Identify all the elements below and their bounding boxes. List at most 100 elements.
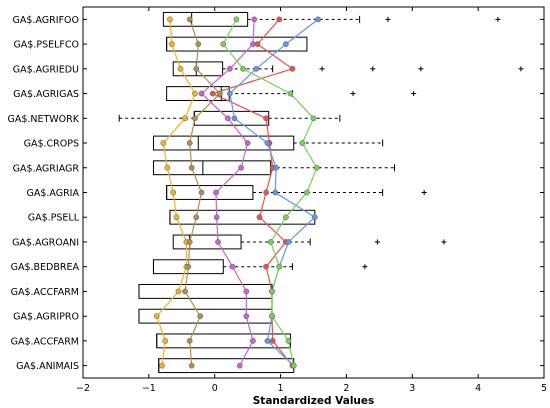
box — [169, 209, 316, 225]
series-point — [198, 90, 205, 97]
series-point — [264, 338, 271, 344]
series-point — [263, 189, 269, 196]
series-point — [253, 65, 260, 72]
series-point — [175, 288, 182, 295]
series-point — [162, 338, 169, 344]
series-point — [229, 263, 236, 270]
series-point — [315, 16, 321, 23]
box — [172, 234, 242, 250]
series-point — [186, 140, 193, 146]
series-point — [285, 338, 292, 344]
series-point — [243, 288, 250, 295]
series-point — [227, 65, 233, 72]
series-point — [167, 16, 173, 23]
series-point — [285, 239, 292, 245]
series-point — [238, 164, 244, 171]
series-point — [192, 90, 198, 97]
series-point — [186, 239, 193, 245]
box — [152, 135, 295, 151]
x-tick-label: 4 — [475, 383, 481, 394]
series-point — [160, 140, 167, 146]
series-point — [267, 239, 274, 245]
series-point — [269, 288, 275, 295]
series-point — [225, 115, 231, 122]
series-point — [182, 115, 188, 122]
box — [138, 284, 273, 299]
series-point — [188, 164, 195, 171]
y-tick-label: GA$.PSELFCO — [13, 40, 79, 51]
series-point — [188, 362, 195, 369]
series-point — [186, 338, 193, 344]
plot-area: −2 −1 0 1 2 3 4 5 GA$.AGRIFOO GA$.PSELFCO GA$.AGRI… — [7, 6, 547, 394]
series-point — [220, 41, 227, 47]
series-point — [193, 214, 200, 221]
series-point — [169, 41, 175, 47]
y-tick-label: GA$.AGRIA — [26, 188, 79, 199]
series-point — [251, 16, 258, 23]
series-point — [185, 263, 192, 270]
box — [172, 61, 224, 77]
y-tick-label: GA$.PSELL — [28, 213, 80, 224]
series-point — [170, 189, 177, 196]
series-point — [198, 189, 205, 196]
x-tick-label: 2 — [343, 383, 349, 394]
y-tick-label: GA$.ANIMAIS — [16, 361, 79, 372]
y-tick-label: GA$.NETWORK — [7, 114, 79, 125]
series-point — [263, 263, 269, 270]
series-point — [263, 115, 269, 122]
y-tick-label: GA$.CROPS — [24, 139, 79, 150]
series-point — [287, 90, 294, 97]
series-point — [231, 115, 238, 122]
series-point — [182, 288, 188, 295]
series-point — [264, 140, 271, 146]
series-point — [272, 189, 279, 196]
box — [166, 185, 254, 200]
x-tick-label: 3 — [409, 383, 415, 394]
series-point — [299, 140, 306, 146]
series-point — [243, 313, 250, 320]
series-point — [269, 313, 275, 320]
series-point — [227, 90, 233, 97]
series-point — [193, 65, 200, 72]
x-tick-label: 5 — [541, 383, 547, 394]
series-point — [282, 41, 289, 47]
y-tick-label: GA$.AGRIPRO — [13, 312, 79, 323]
series-point — [276, 263, 283, 270]
x-tick-label: −2 — [76, 383, 90, 394]
series-point — [289, 65, 296, 72]
series-point — [240, 65, 246, 72]
series-point — [209, 90, 216, 97]
box — [162, 11, 249, 27]
series-point — [236, 362, 243, 369]
series-point — [313, 164, 320, 171]
series-point — [290, 362, 297, 369]
y-tick-label: GA$.AGRIAGR — [13, 163, 80, 174]
series-point — [195, 41, 202, 47]
series-point — [254, 41, 261, 47]
y-tick-label: GA$.AGRIGAS — [13, 89, 79, 100]
series-point — [159, 362, 165, 369]
series-point — [310, 115, 317, 122]
series-point — [153, 313, 160, 320]
series-point — [269, 338, 276, 344]
series-point — [244, 140, 251, 146]
series-point — [215, 239, 221, 245]
y-tick-label: GA$.AGRIFOO — [13, 15, 79, 26]
series-point — [186, 16, 193, 23]
series-point — [192, 115, 198, 122]
y-tick-label: GA$.BEDBREA — [11, 262, 80, 273]
x-tick-label: 0 — [212, 383, 218, 394]
series-point — [256, 214, 263, 221]
box — [152, 160, 272, 176]
series-point — [173, 214, 180, 221]
box — [158, 358, 295, 374]
y-tick-label: GA$.ACCFARM — [11, 336, 79, 347]
series-point — [197, 313, 204, 320]
series-point — [213, 189, 219, 196]
series-point — [282, 214, 289, 221]
x-tick-label: 1 — [278, 383, 284, 394]
series-point — [213, 214, 220, 221]
series-point — [233, 16, 240, 23]
series-point — [177, 65, 184, 72]
